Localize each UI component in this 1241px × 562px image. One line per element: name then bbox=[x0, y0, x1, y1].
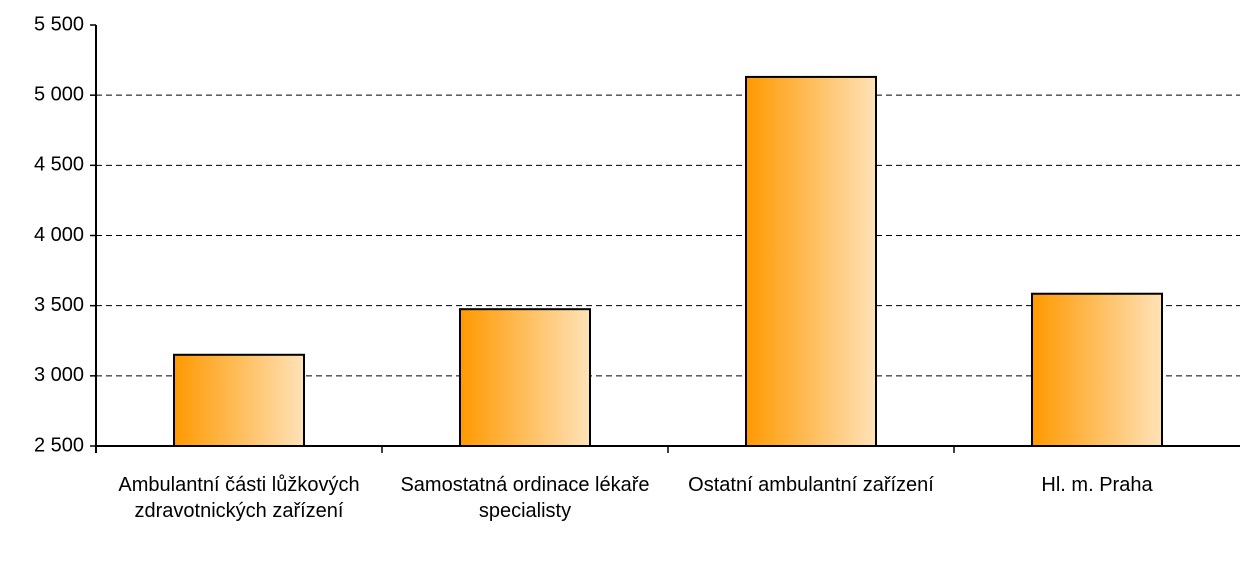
x-tick-label: Hl. m. Praha bbox=[1041, 474, 1153, 496]
y-tick-label: 5 500 bbox=[34, 13, 84, 35]
bar bbox=[173, 353, 305, 447]
y-tick-label: 2 500 bbox=[34, 434, 84, 456]
y-tick-label: 3 500 bbox=[34, 294, 84, 316]
bar bbox=[459, 308, 591, 447]
y-tick-label: 5 000 bbox=[34, 83, 84, 105]
y-tick-label: 3 000 bbox=[34, 364, 84, 386]
x-tick-label: Samostatná ordinace lékaře specialisty bbox=[400, 474, 650, 522]
x-tick-label: Ostatní ambulantní zařízení bbox=[688, 474, 934, 496]
y-tick-label: 4 500 bbox=[34, 154, 84, 176]
bar bbox=[745, 75, 877, 447]
y-tick-label: 4 000 bbox=[34, 224, 84, 246]
x-tick-label: Ambulantní části lůžkových zdravotnickýc… bbox=[118, 474, 360, 522]
bar bbox=[1031, 292, 1163, 448]
